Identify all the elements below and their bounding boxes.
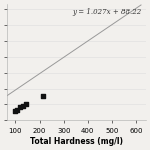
Text: y = 1.027x + 88.22: y = 1.027x + 88.22 [72,8,142,16]
Point [14,110,17,112]
Point [21,105,24,107]
Point [16,109,19,111]
Point [42,94,44,97]
X-axis label: Total Hardness (mg/l): Total Hardness (mg/l) [30,137,123,146]
Point [19,106,21,108]
Point [25,103,27,106]
